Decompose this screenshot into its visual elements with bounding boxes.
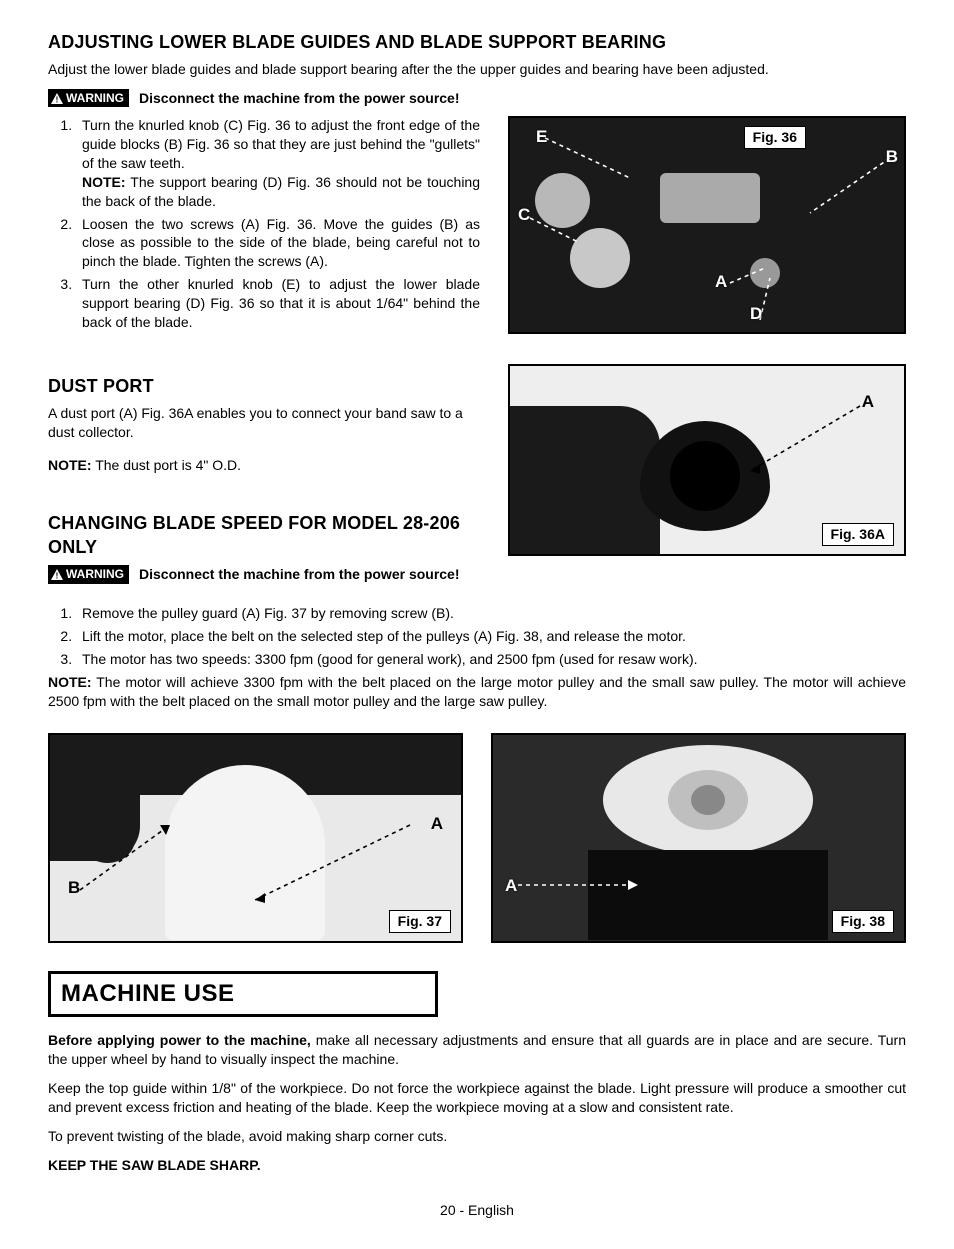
- warning-text: Disconnect the machine from the power so…: [139, 565, 460, 584]
- heading-dust-port: DUST PORT: [48, 374, 480, 398]
- note-label: NOTE:: [48, 674, 92, 690]
- svg-text:!: !: [56, 572, 59, 581]
- figure-36: Fig. 36 E B C A D: [508, 116, 906, 334]
- heading-changing-blade-speed: CHANGING BLADE SPEED FOR MODEL 28-206 ON…: [48, 511, 480, 560]
- note-text: The support bearing (D) Fig. 36 should n…: [82, 174, 480, 209]
- heading-adjusting-lower-blade-guides: ADJUSTING LOWER BLADE GUIDES AND BLADE S…: [48, 30, 906, 54]
- figure-37: Fig. 37 A B: [48, 733, 463, 943]
- warning-badge-icon: ! WARNING: [48, 565, 129, 583]
- figure-36a: Fig. 36A A: [508, 364, 906, 556]
- steps-list-sec1: Turn the knurled knob (C) Fig. 36 to adj…: [48, 116, 480, 332]
- warning-badge-label: WARNING: [66, 90, 124, 106]
- sec3-note: NOTE: The motor will achieve 3300 fpm wi…: [48, 673, 906, 711]
- step-item: Remove the pulley guard (A) Fig. 37 by r…: [76, 604, 906, 623]
- figure-38: Fig. 38 A: [491, 733, 906, 943]
- machine-use-p3: To prevent twisting of the blade, avoid …: [48, 1127, 906, 1146]
- note-text: The dust port is 4" O.D.: [92, 457, 241, 473]
- steps-list-sec3: Remove the pulley guard (A) Fig. 37 by r…: [48, 604, 906, 669]
- heading-machine-use: MACHINE USE: [61, 978, 235, 1010]
- step-item: Lift the motor, place the belt on the se…: [76, 627, 906, 646]
- figure-letter: B: [68, 877, 80, 900]
- page-footer: 20 - English: [48, 1201, 906, 1220]
- figure-label: Fig. 36A: [822, 523, 894, 546]
- svg-text:!: !: [56, 95, 59, 104]
- warning-badge-icon: ! WARNING: [48, 89, 129, 107]
- figure-letter: C: [518, 204, 530, 227]
- note-label: NOTE:: [48, 457, 92, 473]
- figure-letter: E: [536, 126, 547, 149]
- step-item: The motor has two speeds: 3300 fpm (good…: [76, 650, 906, 669]
- dust-port-paragraph: A dust port (A) Fig. 36A enables you to …: [48, 404, 480, 442]
- figure-letter: A: [505, 875, 517, 898]
- figure-label: Fig. 36: [744, 126, 806, 149]
- figure-label: Fig. 38: [832, 910, 894, 933]
- warning-row: ! WARNING Disconnect the machine from th…: [48, 89, 906, 108]
- step-item: Turn the knurled knob (C) Fig. 36 to adj…: [76, 116, 480, 210]
- machine-use-p1: Before applying power to the machine, ma…: [48, 1031, 906, 1069]
- warning-row: ! WARNING Disconnect the machine from th…: [48, 565, 480, 584]
- note-label: NOTE:: [82, 174, 126, 190]
- figure-letter: A: [862, 391, 874, 414]
- figure-letter: A: [715, 271, 727, 294]
- keep-blade-sharp: KEEP THE SAW BLADE SHARP.: [48, 1156, 906, 1175]
- step-item: Loosen the two screws (A) Fig. 36. Move …: [76, 215, 480, 272]
- note-text: The motor will achieve 3300 fpm with the…: [48, 674, 906, 709]
- figure-label: Fig. 37: [389, 910, 451, 933]
- warning-text: Disconnect the machine from the power so…: [139, 89, 460, 108]
- figure-letter: D: [750, 303, 762, 326]
- figure-letter: B: [886, 146, 898, 169]
- machine-use-p1-bold: Before applying power to the machine,: [48, 1032, 311, 1048]
- step-item: Turn the other knurled knob (E) to adjus…: [76, 275, 480, 332]
- figure-letter: A: [431, 813, 443, 836]
- dust-port-note: NOTE: The dust port is 4" O.D.: [48, 456, 480, 475]
- warning-badge-label: WARNING: [66, 566, 124, 582]
- intro-paragraph: Adjust the lower blade guides and blade …: [48, 60, 906, 79]
- machine-use-title-box: MACHINE USE: [48, 971, 438, 1017]
- step-text: Turn the knurled knob (C) Fig. 36 to adj…: [82, 117, 480, 171]
- machine-use-p2: Keep the top guide within 1/8" of the wo…: [48, 1079, 906, 1117]
